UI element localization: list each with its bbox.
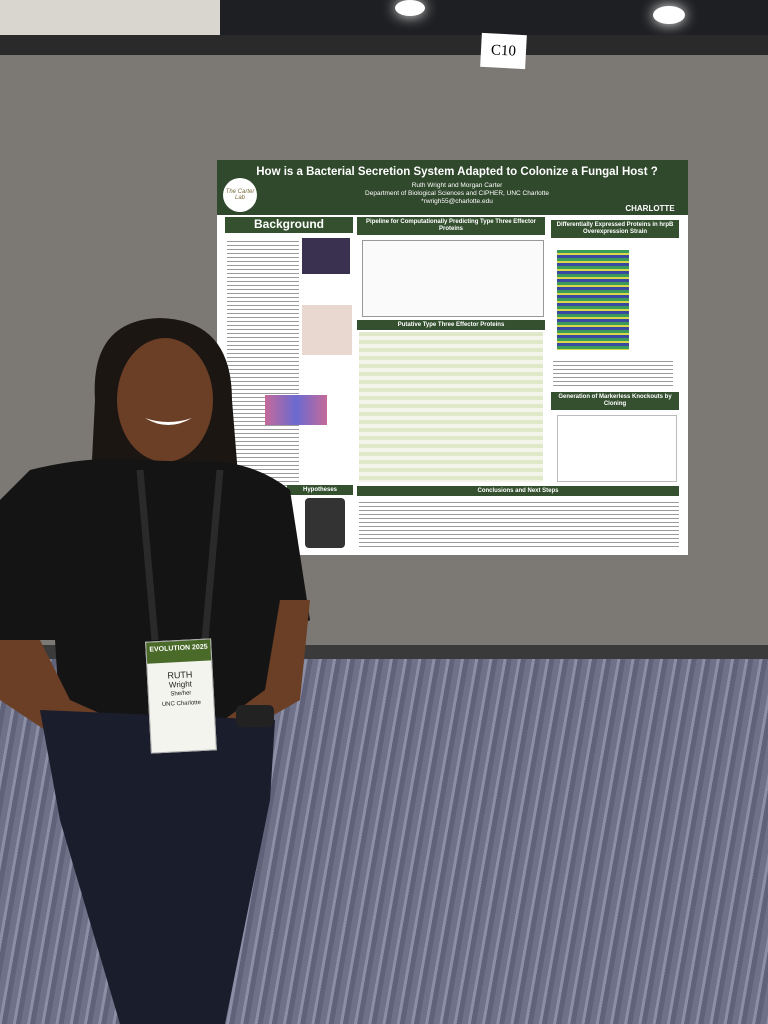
badge-pronouns: She/her <box>170 690 192 698</box>
body-text <box>227 238 299 488</box>
university-logo: CHARLOTTE <box>625 204 675 213</box>
badge-event: EVOLUTION 2025 <box>146 639 212 664</box>
figure <box>302 238 350 274</box>
body-text <box>359 499 679 549</box>
badge-institution: UNC Charlotte <box>161 699 202 709</box>
section-header: Generation of Markerless Knockouts by Cl… <box>551 392 679 410</box>
poster-title: How is a Bacterial Secretion System Adap… <box>256 166 658 178</box>
poster-authors: Ruth Wright and Morgan Carter <box>411 182 503 189</box>
cloning-diagram <box>557 415 677 482</box>
poster-email: *rwrigh55@charlotte.edu <box>421 198 493 205</box>
jeans <box>40 710 275 1024</box>
poster: How is a Bacterial Secretion System Adap… <box>217 160 688 555</box>
section-header: Differentially Expressed Proteins in hrp… <box>551 220 679 238</box>
face <box>117 338 213 462</box>
light <box>395 0 425 16</box>
lanyard <box>136 469 224 641</box>
board-frame <box>0 35 768 57</box>
watch <box>236 705 274 727</box>
poster-affiliation: Department of Biological Sciences and CI… <box>365 190 549 197</box>
heatmap <box>557 250 629 350</box>
smile <box>145 418 192 425</box>
data-table <box>359 332 543 482</box>
section-header: Conclusions and Next Steps <box>357 486 679 496</box>
figure <box>305 498 345 548</box>
poster-header <box>217 160 688 215</box>
lab-logo: The Carter Lab <box>223 178 257 212</box>
wall <box>0 0 220 35</box>
name-badge: EVOLUTION 2025 RUTH Wright She/her UNC C… <box>145 638 217 754</box>
pipeline-diagram <box>362 240 544 317</box>
section-header: Background <box>225 217 353 233</box>
section-header: Putative Type Three Effector Proteins <box>357 320 545 330</box>
figure <box>265 395 327 425</box>
body-text <box>553 358 673 386</box>
shirt <box>0 458 310 720</box>
section-header: Pipeline for Computationally Predicting … <box>357 217 545 235</box>
section-header: Hypotheses <box>287 485 353 495</box>
figure <box>302 305 352 355</box>
light <box>653 6 685 24</box>
